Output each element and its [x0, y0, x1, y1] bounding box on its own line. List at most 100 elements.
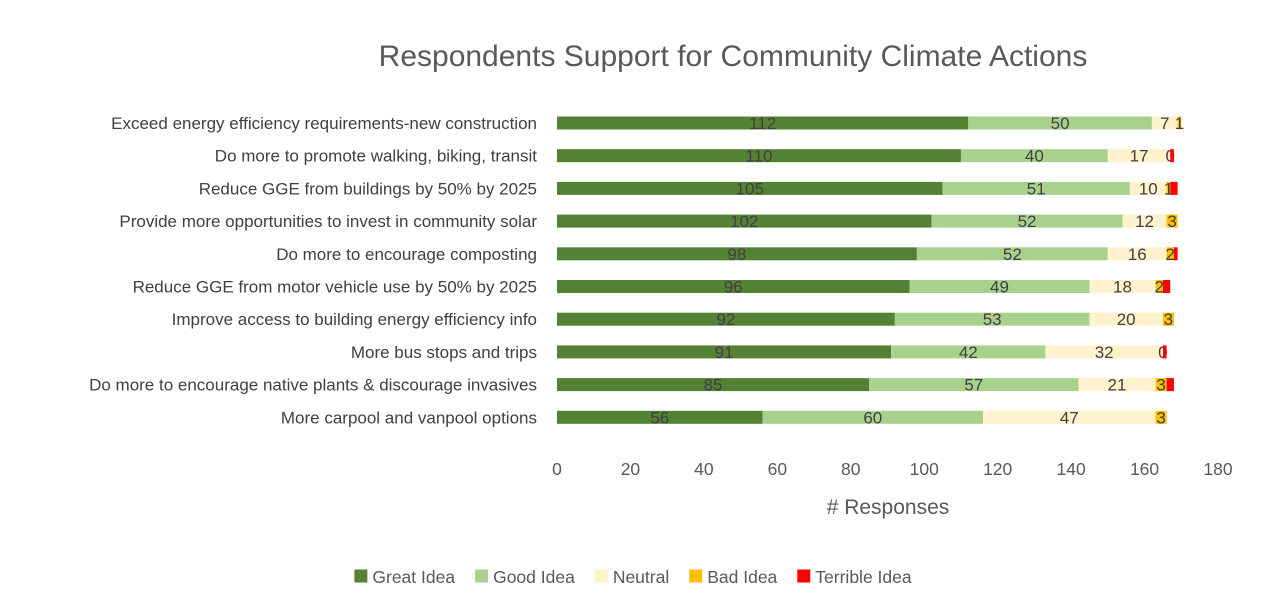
data-label: 17 — [1130, 147, 1149, 166]
bar-segment — [1107, 247, 1167, 261]
x-tick-label: 180 — [1203, 459, 1232, 479]
data-label: 96 — [724, 278, 743, 297]
bar-segment — [557, 181, 943, 195]
data-label: 40 — [1025, 147, 1044, 166]
bar-segment — [916, 247, 1108, 261]
data-label: 112 — [749, 114, 776, 133]
bar-segment — [1162, 312, 1174, 326]
bar-segment — [762, 410, 983, 424]
bar-segment — [1177, 116, 1182, 130]
x-tick-label: 120 — [983, 459, 1012, 479]
category-label: Do more to encourage composting — [276, 245, 537, 264]
data-label: 2 — [1166, 245, 1175, 264]
x-tick-label: 140 — [1057, 459, 1086, 479]
bar-segment — [1162, 280, 1171, 293]
bar-segment — [557, 410, 763, 424]
bar-segment — [982, 410, 1156, 424]
category-label: More bus stops and trips — [351, 343, 537, 362]
x-axis-title: # Responses — [827, 496, 950, 519]
x-tick-label: 100 — [910, 459, 939, 479]
data-label: 3 — [1156, 376, 1165, 395]
bar-segment — [557, 214, 932, 228]
data-label: 52 — [1018, 212, 1037, 231]
bar-segment — [1155, 410, 1167, 424]
data-label: 21 — [1108, 376, 1127, 395]
bar-segment — [557, 378, 870, 392]
bar-segment — [960, 149, 1108, 163]
data-label: 53 — [983, 310, 1002, 329]
bar-segment — [557, 312, 895, 326]
legend-swatch — [475, 569, 489, 583]
data-label: 47 — [1060, 408, 1079, 427]
data-label: 1 — [1164, 179, 1173, 198]
bar-segment — [909, 280, 1090, 293]
category-label: Exceed energy efficiency requirements-ne… — [111, 114, 537, 133]
data-label: 20 — [1117, 310, 1136, 329]
bar-segment — [1170, 181, 1178, 195]
data-label: 49 — [990, 278, 1009, 297]
bar-segment — [557, 149, 961, 163]
data-label: 3 — [1164, 310, 1173, 329]
data-label: 18 — [1113, 278, 1132, 297]
category-label: Reduce GGE from buildings by 50% by 2025 — [199, 179, 537, 198]
bar-segment — [1173, 247, 1178, 261]
plot-area: Exceed energy efficiency requirements-ne… — [89, 114, 1233, 479]
bar-segment — [557, 345, 892, 359]
category-label: Provide more opportunities to invest in … — [119, 212, 537, 231]
x-tick-label: 0 — [552, 459, 562, 479]
legend-swatch — [797, 569, 811, 583]
bar-segment — [1166, 378, 1174, 392]
legend-label: Terrible Idea — [815, 567, 912, 587]
bar-segment — [557, 280, 910, 293]
data-label: 3 — [1156, 408, 1165, 427]
bar-segment — [1107, 149, 1171, 163]
data-label: 105 — [736, 179, 764, 198]
data-label: 12 — [1135, 212, 1154, 231]
bar-segment — [1045, 345, 1163, 359]
legend-label: Great Idea — [372, 567, 455, 587]
x-tick-label: 160 — [1130, 459, 1159, 479]
x-tick-label: 20 — [621, 459, 641, 479]
data-label: 16 — [1128, 245, 1147, 264]
chart-title: Respondents Support for Community Climat… — [379, 40, 1088, 73]
bar-segment — [1166, 181, 1171, 195]
data-label: 3 — [1167, 212, 1176, 231]
data-label: 98 — [727, 245, 746, 264]
x-tick-label: 40 — [694, 459, 714, 479]
legend-swatch — [594, 569, 608, 583]
legend-swatch — [689, 569, 703, 583]
bar-segment — [1089, 312, 1163, 326]
data-label: 56 — [650, 408, 669, 427]
legend-label: Neutral — [613, 567, 669, 587]
bar-segment — [1122, 214, 1167, 228]
data-label: 42 — [959, 343, 978, 362]
category-label: Do more to promote walking, biking, tran… — [215, 147, 537, 166]
bar-segment — [1155, 280, 1163, 293]
data-label: 32 — [1095, 343, 1114, 362]
bar-segment — [931, 214, 1123, 228]
data-label: 102 — [730, 212, 758, 231]
legend-label: Bad Idea — [707, 567, 777, 587]
bar-segment — [1155, 378, 1167, 392]
data-label: 91 — [715, 343, 734, 362]
data-label: 60 — [863, 408, 882, 427]
category-label: More carpool and vanpool options — [281, 408, 537, 427]
bar-segment — [1170, 149, 1174, 163]
bar-segment — [557, 247, 917, 261]
data-label: 52 — [1003, 245, 1022, 264]
category-label: Reduce GGE from motor vehicle use by 50%… — [133, 278, 537, 297]
data-label: 85 — [704, 376, 723, 395]
legend-label: Good Idea — [493, 567, 575, 587]
bar-segment — [557, 116, 969, 130]
data-label: 10 — [1139, 179, 1158, 198]
bar-segment — [1129, 181, 1167, 195]
data-label: 92 — [716, 310, 735, 329]
data-label: 51 — [1027, 179, 1046, 198]
data-label: 7 — [1160, 114, 1169, 133]
data-label: 1 — [1175, 114, 1184, 133]
bar-segment — [1162, 345, 1167, 359]
bar-segment — [891, 345, 1046, 359]
bar-segment — [894, 312, 1090, 326]
bar-segment — [1151, 116, 1178, 130]
